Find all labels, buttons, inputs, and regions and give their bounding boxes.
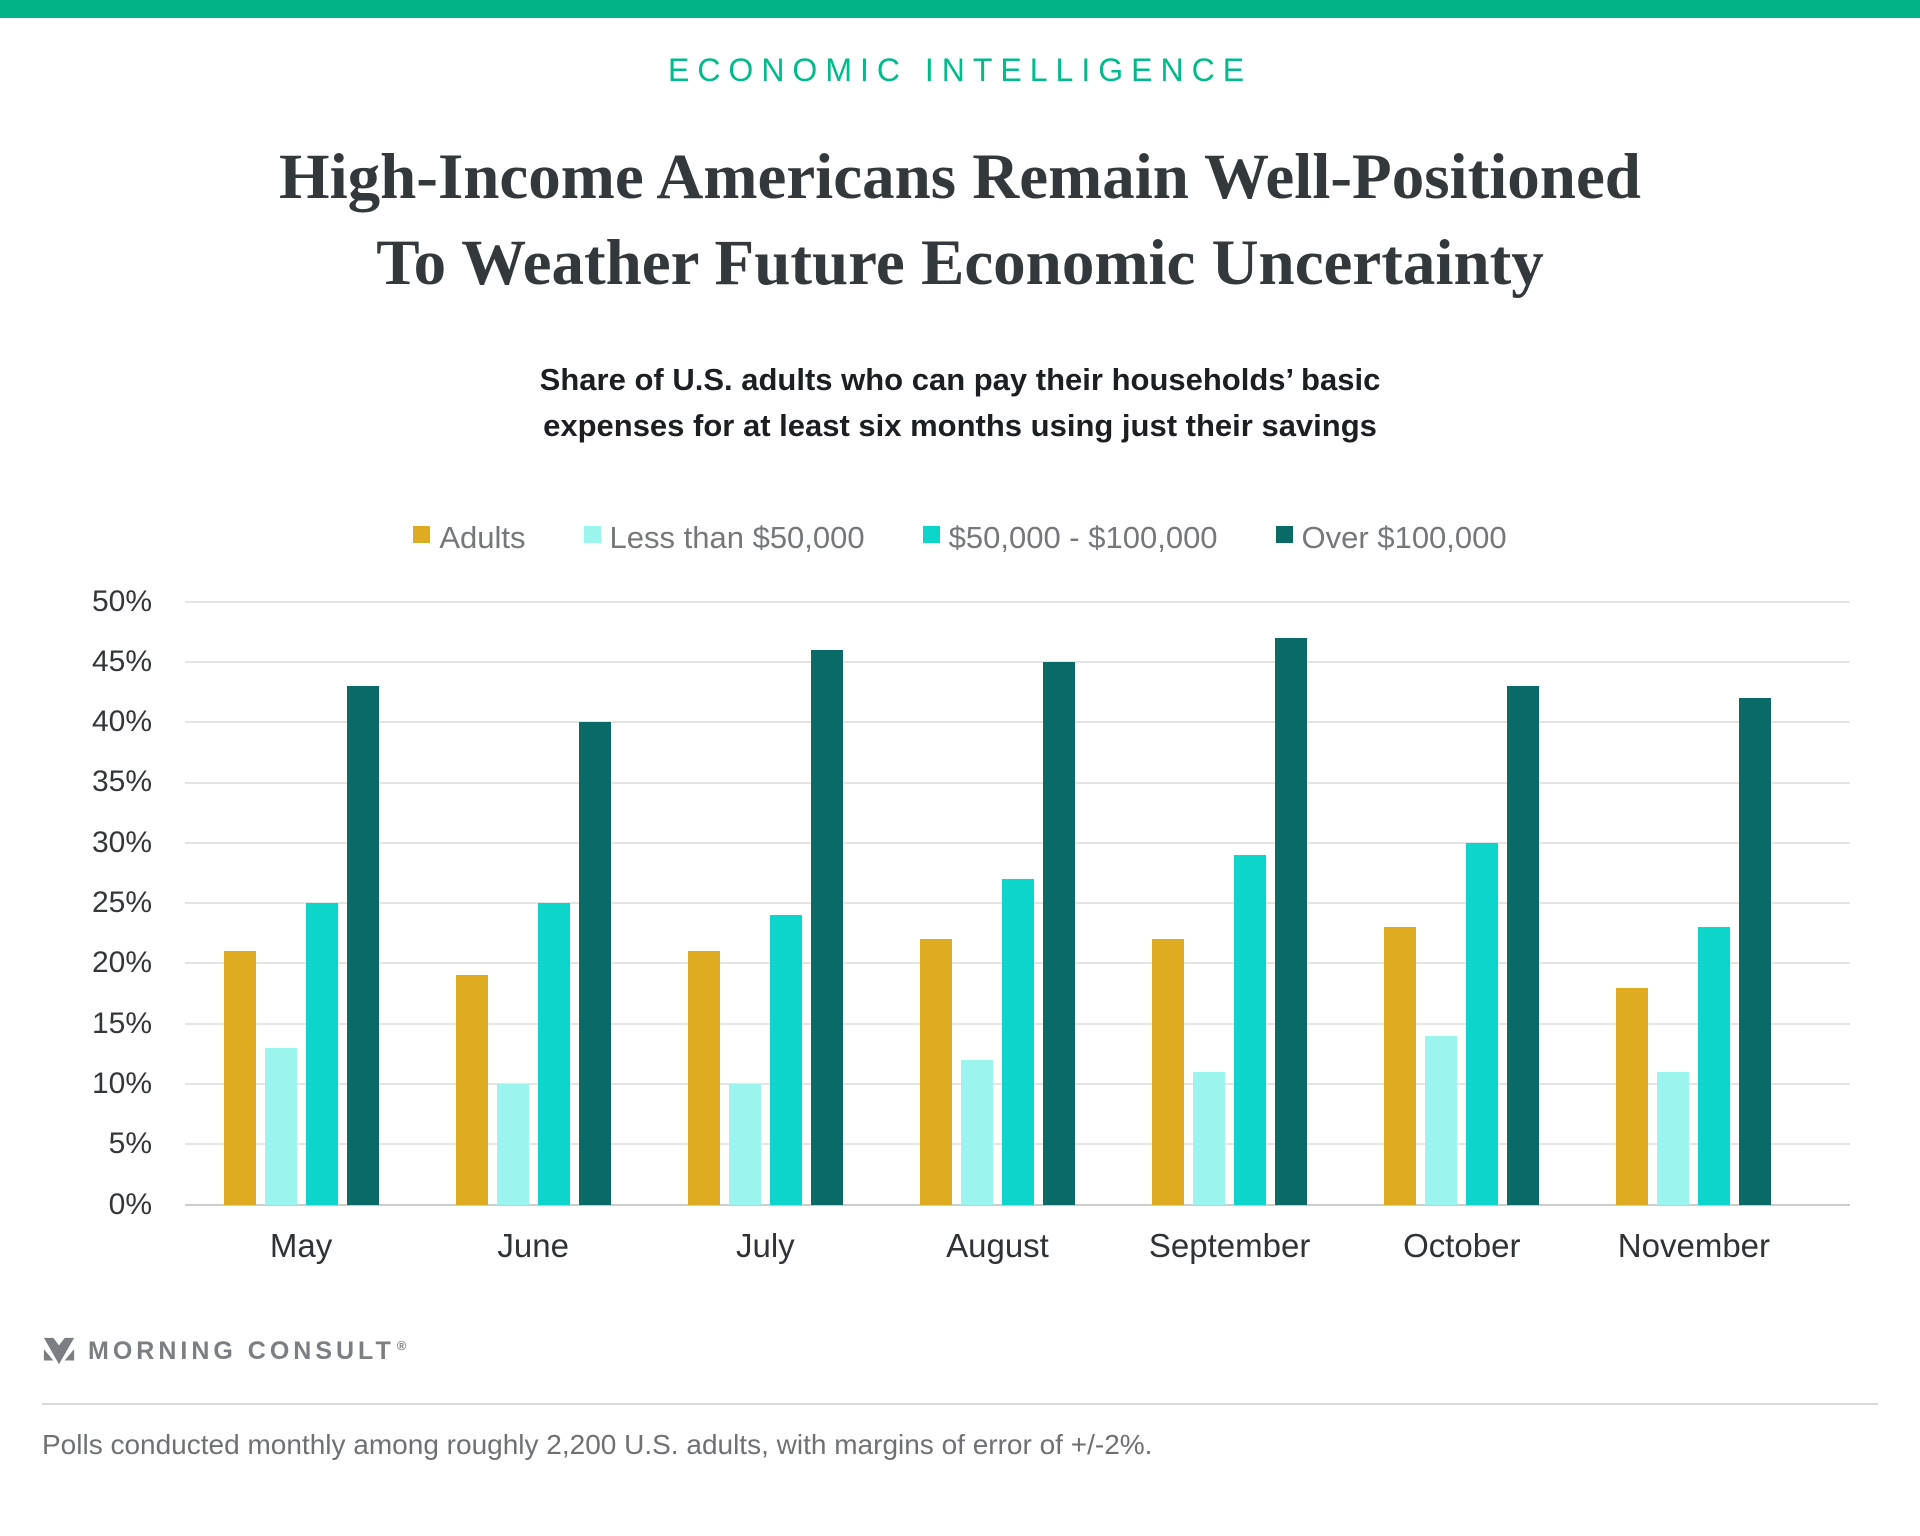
bar-july-over-100-000: [810, 649, 843, 1205]
bar-group-july: [649, 602, 881, 1205]
x-label-august: August: [946, 1226, 1049, 1264]
legend-swatch-less-than-50-000: [583, 526, 601, 544]
bar-october-less-than-50-000: [1425, 1035, 1458, 1205]
bar-september-50-000-100-000: [1234, 854, 1267, 1205]
bar-august-adults: [919, 939, 952, 1205]
bar-august-over-100-000: [1042, 661, 1075, 1205]
bar-group-october: [1346, 602, 1578, 1205]
y-tick-40: 40%: [91, 705, 152, 739]
gridline-30: [185, 841, 1850, 844]
bar-may-adults: [223, 951, 256, 1205]
legend-label: $50,000 - $100,000: [948, 519, 1218, 555]
bar-june-less-than-50-000: [496, 1084, 529, 1205]
bar-october-50-000-100-000: [1466, 842, 1499, 1205]
y-tick-15: 15%: [91, 1006, 152, 1040]
bar-november-adults: [1616, 987, 1649, 1205]
bar-october-adults: [1384, 927, 1417, 1205]
legend-item-adults: Adults: [413, 519, 526, 556]
bar-group-november: [1578, 602, 1810, 1205]
bar-chart: 0% 5% 10% 15% 20% 25% 30% 35% 40% 45% 50%: [0, 585, 1850, 1221]
bar-july-adults: [687, 951, 720, 1205]
y-tick-5: 5%: [108, 1127, 152, 1161]
y-tick-30: 30%: [91, 825, 152, 859]
legend-swatch-adults: [413, 526, 431, 544]
legend-label: Adults: [439, 519, 526, 555]
gridline-35: [185, 781, 1850, 784]
y-tick-10: 10%: [91, 1066, 152, 1100]
eyebrow-label: ECONOMIC INTELLIGENCE: [667, 52, 1253, 88]
gridline-40: [185, 721, 1850, 724]
bar-may-50-000-100-000: [305, 903, 338, 1205]
legend-swatch-over-100-000: [1275, 526, 1293, 544]
y-tick-25: 25%: [91, 886, 152, 920]
brand-row: MORNING CONSULT ®: [42, 1335, 1878, 1369]
bar-november-over-100-000: [1739, 698, 1772, 1205]
y-tick-0: 0%: [108, 1187, 152, 1221]
page-title: High-Income Americans Remain Well-Positi…: [279, 141, 1641, 299]
top-accent-bar: [0, 0, 1920, 18]
bar-group-may: [185, 602, 417, 1205]
methodology-note: Polls conducted monthly among roughly 2,…: [42, 1428, 1153, 1460]
bar-june-adults: [455, 975, 488, 1205]
legend-label: Over $100,000: [1301, 519, 1507, 555]
chart-subtitle: Share of U.S. adults who can pay their h…: [539, 361, 1381, 444]
x-label-june: June: [497, 1226, 569, 1264]
y-tick-50: 50%: [91, 584, 152, 618]
x-label-may: May: [269, 1226, 333, 1264]
legend-item-over-100-000: Over $100,000: [1275, 519, 1507, 556]
legend-item-less-than-50-000: Less than $50,000: [583, 519, 865, 556]
bar-may-over-100-000: [346, 686, 379, 1205]
gridline-45: [185, 660, 1850, 663]
bar-july-less-than-50-000: [728, 1084, 761, 1205]
x-label-october: October: [1403, 1226, 1521, 1264]
bar-september-adults: [1152, 939, 1185, 1205]
bar-june-over-100-000: [578, 722, 611, 1205]
footer-divider: [42, 1402, 1878, 1405]
footer: MORNING CONSULT ® Polls conducted monthly…: [42, 1335, 1878, 1461]
registered-mark: ®: [396, 1337, 411, 1353]
bar-group-september: [1114, 602, 1346, 1205]
bar-september-over-100-000: [1275, 637, 1308, 1205]
bar-august-50-000-100-000: [1001, 878, 1034, 1205]
plot-area: [185, 600, 1850, 1206]
x-label-july: July: [736, 1226, 795, 1264]
bar-groups: [185, 602, 1810, 1205]
bar-november-50-000-100-000: [1698, 927, 1731, 1205]
morning-consult-logo-icon: [43, 1337, 75, 1364]
legend-swatch-50-000-100-000: [922, 526, 940, 544]
x-label-november: November: [1617, 1226, 1771, 1264]
y-tick-20: 20%: [91, 946, 152, 980]
y-tick-35: 35%: [91, 765, 152, 799]
legend: Adults Less than $50,000 $50,000 - $100,00…: [0, 520, 1920, 556]
bar-group-june: [417, 602, 649, 1205]
legend-label: Less than $50,000: [609, 519, 865, 555]
x-axis-labels: May June July August September October Novembe…: [185, 1227, 1810, 1265]
bar-august-less-than-50-000: [960, 1059, 993, 1205]
bar-may-less-than-50-000: [264, 1047, 297, 1205]
y-tick-45: 45%: [91, 644, 152, 678]
bar-september-less-than-50-000: [1193, 1071, 1226, 1205]
x-label-september: September: [1148, 1226, 1311, 1264]
bar-november-less-than-50-000: [1657, 1071, 1690, 1205]
bar-june-50-000-100-000: [537, 903, 570, 1205]
gridline-50: [185, 600, 1850, 603]
brand-name-text: MORNING CONSULT: [88, 1337, 395, 1366]
bar-july-50-000-100-000: [769, 915, 802, 1205]
bar-october-over-100-000: [1507, 686, 1540, 1205]
gridline-0: [185, 1203, 1850, 1206]
brand-name: MORNING CONSULT ®: [88, 1337, 410, 1366]
legend-item-50-000-100-000: $50,000 - $100,000: [922, 519, 1218, 556]
bar-group-august: [881, 602, 1113, 1205]
